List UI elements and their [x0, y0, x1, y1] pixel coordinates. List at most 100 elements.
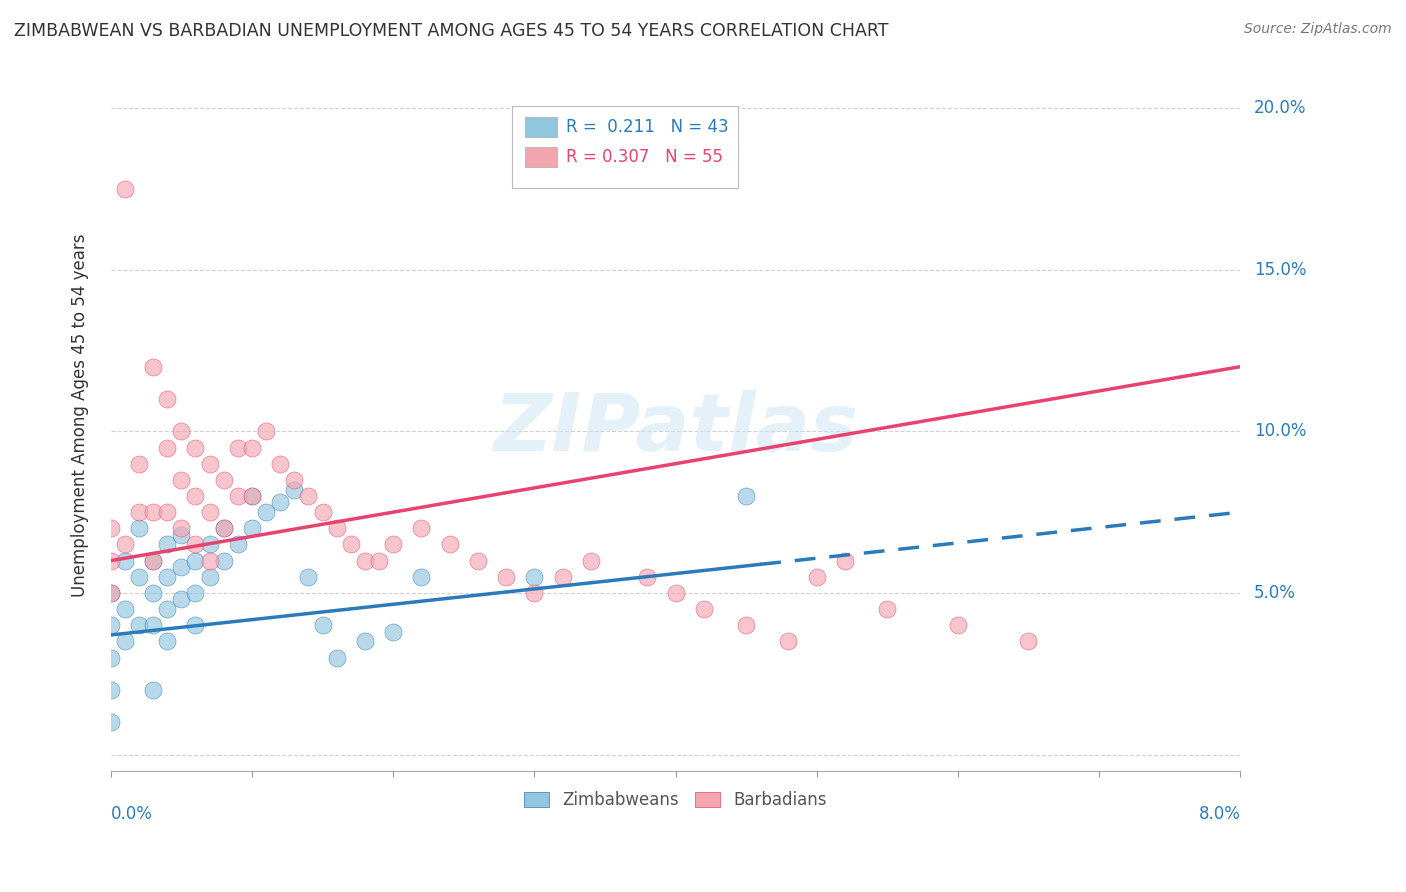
Text: ZIPatlas: ZIPatlas — [494, 391, 858, 468]
Point — [156, 570, 179, 584]
Point — [579, 554, 602, 568]
Point — [198, 457, 221, 471]
Point — [142, 618, 165, 632]
Text: R = 0.307   N = 55: R = 0.307 N = 55 — [567, 148, 723, 166]
Point — [806, 570, 828, 584]
Point — [184, 489, 207, 503]
Point — [411, 570, 433, 584]
Point — [523, 570, 546, 584]
Point — [114, 634, 136, 648]
Point — [156, 441, 179, 455]
Point — [240, 521, 263, 535]
Point — [184, 586, 207, 600]
Point — [100, 554, 122, 568]
Point — [283, 483, 305, 497]
Point — [354, 634, 377, 648]
Point — [551, 570, 574, 584]
Point — [325, 521, 347, 535]
Point — [100, 586, 122, 600]
Point — [240, 441, 263, 455]
Point — [212, 554, 235, 568]
Point — [834, 554, 856, 568]
Point — [156, 392, 179, 406]
Point — [212, 473, 235, 487]
Point — [495, 570, 517, 584]
FancyBboxPatch shape — [526, 147, 557, 167]
Point — [368, 554, 391, 568]
Text: Source: ZipAtlas.com: Source: ZipAtlas.com — [1244, 22, 1392, 37]
Point — [114, 602, 136, 616]
Point — [156, 505, 179, 519]
Point — [114, 554, 136, 568]
Text: R =  0.211   N = 43: R = 0.211 N = 43 — [567, 118, 728, 136]
Text: 20.0%: 20.0% — [1254, 99, 1306, 117]
Point — [170, 425, 193, 439]
Point — [439, 537, 461, 551]
Point — [735, 618, 758, 632]
Point — [198, 505, 221, 519]
Point — [240, 489, 263, 503]
Point — [254, 505, 277, 519]
Point — [170, 528, 193, 542]
Point — [142, 554, 165, 568]
Point — [114, 537, 136, 551]
Point — [128, 521, 150, 535]
Point — [198, 570, 221, 584]
Text: 15.0%: 15.0% — [1254, 260, 1306, 278]
Point — [100, 650, 122, 665]
Point — [693, 602, 716, 616]
Point — [100, 682, 122, 697]
Point — [156, 537, 179, 551]
Point — [297, 570, 319, 584]
Point — [170, 592, 193, 607]
Point — [946, 618, 969, 632]
Point — [128, 505, 150, 519]
Point — [297, 489, 319, 503]
Point — [184, 554, 207, 568]
Point — [114, 182, 136, 196]
Point — [226, 537, 249, 551]
Point — [170, 521, 193, 535]
Point — [664, 586, 686, 600]
Point — [142, 505, 165, 519]
Point — [325, 650, 347, 665]
Point — [226, 441, 249, 455]
Text: ZIMBABWEAN VS BARBADIAN UNEMPLOYMENT AMONG AGES 45 TO 54 YEARS CORRELATION CHART: ZIMBABWEAN VS BARBADIAN UNEMPLOYMENT AMO… — [14, 22, 889, 40]
Point — [411, 521, 433, 535]
Point — [156, 634, 179, 648]
Point — [184, 537, 207, 551]
FancyBboxPatch shape — [512, 106, 738, 187]
Point — [311, 618, 333, 632]
Point — [198, 554, 221, 568]
Point — [184, 618, 207, 632]
Point — [128, 618, 150, 632]
Point — [269, 457, 291, 471]
Point — [876, 602, 898, 616]
Point — [212, 521, 235, 535]
Point — [184, 441, 207, 455]
Point — [170, 560, 193, 574]
Point — [311, 505, 333, 519]
Point — [128, 570, 150, 584]
Text: 8.0%: 8.0% — [1198, 805, 1240, 823]
Point — [354, 554, 377, 568]
Point — [212, 521, 235, 535]
Point — [100, 521, 122, 535]
Point — [142, 682, 165, 697]
Point — [128, 457, 150, 471]
Point — [100, 586, 122, 600]
Point — [142, 359, 165, 374]
FancyBboxPatch shape — [526, 117, 557, 137]
Text: 10.0%: 10.0% — [1254, 422, 1306, 441]
Point — [339, 537, 361, 551]
Point — [778, 634, 800, 648]
Text: 5.0%: 5.0% — [1254, 584, 1296, 602]
Point — [636, 570, 658, 584]
Point — [240, 489, 263, 503]
Point — [156, 602, 179, 616]
Point — [198, 537, 221, 551]
Point — [735, 489, 758, 503]
Text: 0.0%: 0.0% — [111, 805, 153, 823]
Point — [100, 715, 122, 730]
Legend: Zimbabweans, Barbadians: Zimbabweans, Barbadians — [517, 784, 834, 816]
